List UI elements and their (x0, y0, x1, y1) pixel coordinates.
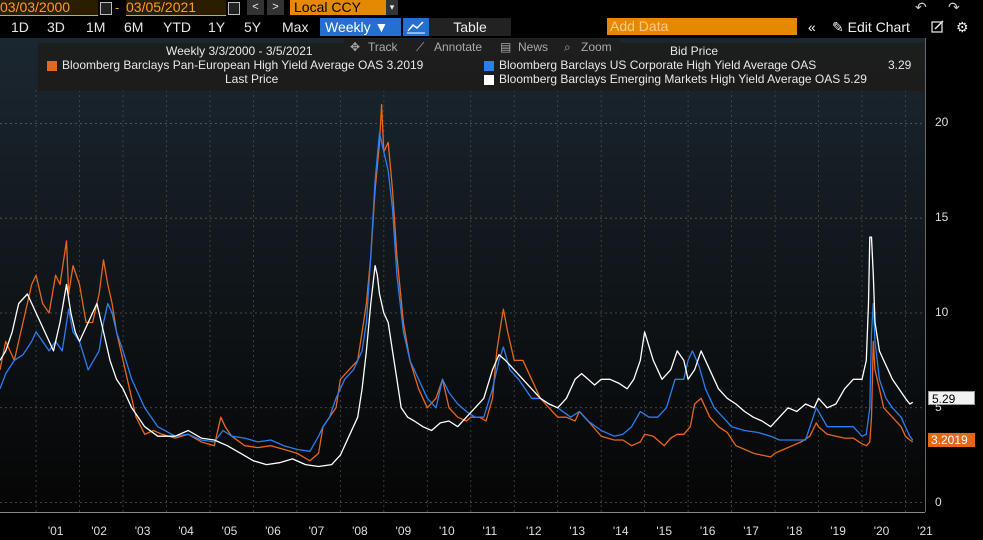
euro-last-value-tag: 3.2019 (928, 433, 975, 447)
x-tick-label: '10 (439, 524, 455, 538)
x-tick-label: '18 (786, 524, 803, 538)
news-icon[interactable]: ▤ (500, 40, 512, 54)
x-tick-label: '03 (134, 524, 151, 538)
us-series-line (0, 132, 914, 452)
date-separator: - (115, 0, 120, 15)
legend-euro-label: Bloomberg Barclays Pan-European High Yie… (62, 58, 424, 72)
x-tick-label: '14 (612, 524, 629, 538)
start-date-field[interactable]: 03/03/2000 (0, 0, 98, 16)
undo-icon[interactable]: ↶ (915, 0, 927, 15)
x-tick-label: '21 (917, 524, 933, 538)
x-tick-label: '11 (482, 524, 498, 538)
range-bar: 1D 3D 1M 6M YTD 1Y 5Y Max Weekly ▼ Table… (0, 17, 983, 37)
y-tick-label: 5 (935, 399, 942, 414)
collapse-icon[interactable]: « (808, 19, 816, 35)
edit-layout-icon[interactable] (931, 18, 945, 36)
top-toolbar: 03/03/2000 - 03/05/2021 < > Local CCY ▾ … (0, 0, 983, 16)
range-max[interactable]: Max (282, 19, 309, 35)
legend-us-value: 3.29 (888, 58, 912, 72)
y-tick-label: 0 (935, 494, 942, 509)
start-calendar-icon[interactable] (100, 2, 112, 15)
range-3d[interactable]: 3D (47, 19, 65, 35)
line-chart-icon (407, 21, 425, 34)
range-1m[interactable]: 1M (86, 19, 106, 35)
edit-chart-button[interactable]: ✎ Edit Chart (832, 19, 910, 35)
add-data-input[interactable]: Add Data (607, 18, 797, 35)
range-5y[interactable]: 5Y (244, 19, 262, 35)
legend-date-range: Weekly 3/3/2000 - 3/5/2021 (166, 44, 313, 58)
x-tick-label: '17 (743, 524, 759, 538)
chart-type-button[interactable] (403, 18, 429, 36)
y-tick-label: 15 (935, 210, 949, 225)
currency-select[interactable]: Local CCY (290, 0, 386, 15)
x-tick-label: '12 (525, 524, 542, 538)
x-tick-label: '16 (699, 524, 716, 538)
x-tick-label: '02 (91, 524, 107, 538)
legend-swatch-us (484, 61, 494, 71)
x-tick-label: '07 (308, 524, 325, 538)
legend-bid-price-header: Bid Price (670, 44, 719, 58)
legend-swatch-euro (47, 61, 57, 71)
legend-em-label: Bloomberg Barclays Emerging Markets High… (499, 72, 867, 86)
legend-swatch-em (484, 75, 494, 85)
annotate-button[interactable]: Annotate (434, 40, 483, 54)
zoom-button[interactable]: Zoom (581, 40, 612, 54)
x-tick-label: '15 (656, 524, 672, 538)
end-calendar-icon[interactable] (228, 2, 240, 15)
next-period-button[interactable]: > (267, 0, 284, 15)
zoom-icon[interactable]: ⌕ (564, 40, 571, 54)
settings-icon[interactable]: ⚙ (956, 19, 969, 35)
currency-dropdown-icon[interactable]: ▾ (386, 0, 398, 15)
annotate-icon[interactable]: ⟋ (416, 40, 425, 54)
end-date-field[interactable]: 03/05/2021 (126, 0, 226, 16)
x-tick-label: '20 (873, 524, 890, 538)
prev-period-button[interactable]: < (247, 0, 264, 15)
x-tick-label: '13 (569, 524, 586, 538)
x-tick-label: '09 (395, 524, 412, 538)
range-ytd[interactable]: YTD (163, 19, 191, 35)
annotation-toolbar: ✥ Track ⟋ Annotate ▤ News ⌕ Zoom (344, 39, 620, 55)
plot-background (0, 38, 925, 512)
redo-icon[interactable]: ↷ (948, 0, 960, 15)
y-tick-label: 10 (935, 304, 949, 319)
x-tick-label: '19 (830, 524, 846, 538)
em-last-value-tag: 5.29 (928, 391, 975, 406)
x-tick-label: '06 (265, 524, 281, 538)
x-tick-label: '04 (178, 524, 194, 538)
range-1d[interactable]: 1D (11, 19, 29, 35)
legend-us-label: Bloomberg Barclays US Corporate High Yie… (499, 58, 817, 72)
legend-last-price: Last Price (225, 72, 279, 86)
range-6m[interactable]: 6M (124, 19, 144, 35)
news-button[interactable]: News (518, 40, 549, 54)
y-tick-label: 20 (935, 115, 949, 130)
x-tick-label: '01 (47, 524, 64, 538)
series-lines (0, 103, 914, 468)
track-icon[interactable]: ✥ (350, 40, 361, 54)
x-tick-label: '05 (221, 524, 238, 538)
gridlines (0, 38, 926, 513)
x-tick-label: '08 (352, 524, 368, 538)
em-series-line (0, 236, 914, 468)
range-1y[interactable]: 1Y (208, 19, 226, 35)
euro-series-line (0, 103, 914, 462)
frequency-select[interactable]: Weekly ▼ (320, 18, 401, 36)
track-button[interactable]: Track (368, 40, 398, 54)
table-button[interactable]: Table (429, 18, 511, 36)
